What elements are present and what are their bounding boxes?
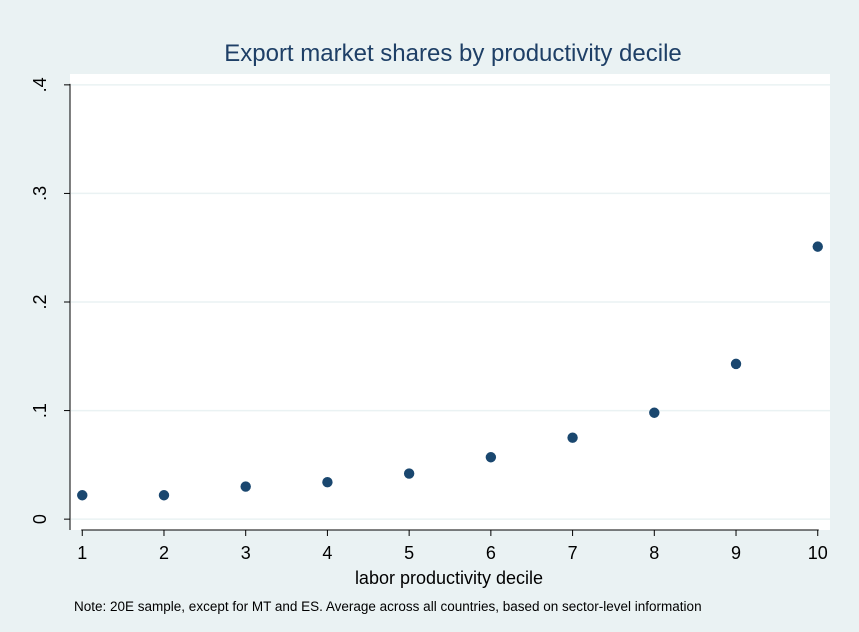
y-tick-label-2: .2: [30, 294, 50, 309]
x-tick-label-1: 2: [159, 543, 169, 563]
x-tick-label-2: 3: [241, 543, 251, 563]
x-axis-label: labor productivity decile: [355, 568, 543, 588]
x-tick-label-9: 10: [808, 543, 828, 563]
tick-labels: 0 .1 .2 .3 .4 1 2 3 4 5 6 7 8 9 10: [30, 77, 828, 563]
y-tick-label-1: .1: [30, 403, 50, 418]
data-point-7: [567, 432, 578, 443]
data-point-6: [485, 452, 497, 463]
gridlines: [71, 84, 830, 520]
data-point-10: [812, 241, 823, 252]
x-tick-label-8: 9: [731, 543, 741, 563]
chart-note: Note: 20E sample, except for MT and ES. …: [74, 599, 702, 614]
data-point-1: [77, 490, 88, 501]
x-tick-label-5: 6: [486, 543, 496, 563]
y-tick-label-0: 0: [30, 514, 50, 524]
data-points: [77, 241, 823, 501]
data-point-8: [649, 407, 660, 418]
y-tick-label-4: .4: [30, 77, 50, 92]
data-point-2: [158, 490, 170, 501]
data-point-9: [730, 358, 742, 370]
y-tick-label-3: .3: [30, 186, 50, 201]
axes: [64, 83, 819, 536]
x-tick-label-4: 5: [404, 543, 414, 563]
x-tick-label-6: 7: [568, 543, 578, 563]
data-point-5: [403, 468, 415, 479]
data-point-4: [322, 477, 333, 488]
x-tick-label-7: 8: [649, 543, 659, 563]
x-tick-label-3: 4: [322, 543, 332, 563]
x-tick-label-0: 1: [77, 543, 87, 563]
chart-title: Export market shares by productivity dec…: [224, 40, 682, 67]
data-point-3: [240, 481, 251, 492]
